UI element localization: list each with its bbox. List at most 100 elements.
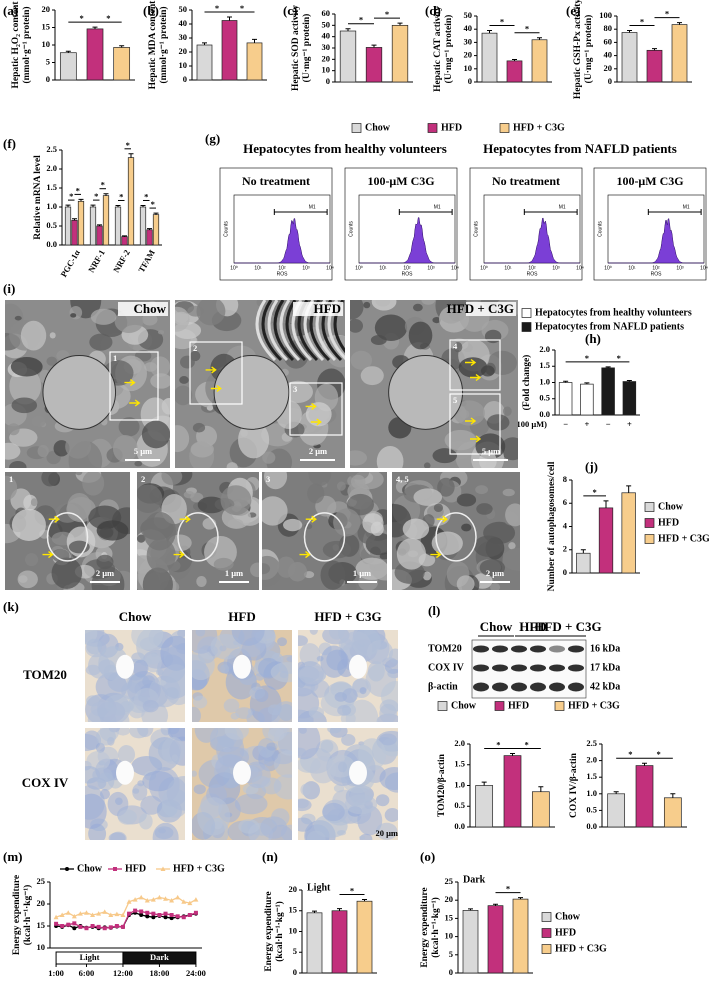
band (511, 682, 527, 692)
legend-swatch (494, 701, 505, 711)
bar (113, 47, 131, 81)
panel-label: (d) (425, 3, 441, 18)
y-tick-label: 0 (449, 967, 453, 977)
bar (481, 32, 498, 83)
legend-label: HFD + C3G (658, 533, 709, 544)
arrow (299, 551, 311, 559)
texture (274, 728, 292, 756)
phase-label: Light (80, 952, 100, 962)
marker (169, 913, 174, 917)
marker (84, 926, 89, 931)
flow-x-tick: 10¹ (504, 265, 512, 271)
texture (175, 306, 190, 332)
error-bar (78, 198, 84, 202)
y-tick-label: 40 (179, 18, 188, 28)
bar (71, 219, 78, 246)
texture (298, 664, 326, 685)
error-bar (312, 910, 317, 913)
texture (5, 475, 18, 501)
texture (422, 571, 432, 581)
category-label: NRF-1 (86, 248, 107, 274)
bar (121, 236, 128, 246)
vessel (349, 654, 367, 679)
texture (157, 330, 165, 335)
bar (246, 42, 263, 81)
texture (231, 630, 265, 646)
texture (261, 300, 283, 362)
flow-x-tick: 10⁴ (576, 265, 584, 271)
significance-label: * (657, 749, 661, 759)
texture (7, 423, 20, 436)
image (350, 300, 518, 468)
error-bar (115, 204, 121, 207)
texture (456, 575, 475, 590)
error-bar (468, 908, 473, 911)
arrow (173, 551, 185, 559)
texture (359, 835, 366, 840)
texture (502, 488, 515, 497)
texture (70, 313, 77, 318)
gate (523, 209, 578, 215)
legend-label: Chow (365, 122, 391, 133)
y-axis-label: (kcal·h⁻¹·kg⁻¹) (430, 897, 441, 958)
texture (144, 362, 158, 372)
legend-swatch (351, 123, 362, 133)
marker (54, 921, 59, 926)
flow-x-tick: 10¹ (254, 265, 262, 271)
flow-heading: Hepatocytes from healthy volunteers (243, 141, 447, 156)
texture (432, 316, 441, 324)
texture (320, 645, 348, 678)
texture (92, 767, 113, 783)
marker (151, 915, 156, 920)
significance-label: * (640, 16, 644, 26)
marker (193, 897, 199, 902)
band (492, 664, 508, 672)
texture (133, 659, 149, 678)
flow-histogram (234, 218, 330, 264)
texture (69, 305, 83, 320)
panel-label: (l) (428, 603, 440, 618)
texture (327, 728, 342, 734)
error-bar (122, 235, 127, 237)
arrow (470, 435, 482, 443)
texture (96, 554, 114, 570)
error-bar (362, 899, 367, 902)
flow-y-label: Counts (348, 221, 354, 237)
texture (160, 664, 185, 699)
texture (134, 461, 143, 467)
significance-label: * (69, 191, 73, 201)
arrow (470, 373, 482, 382)
band (492, 682, 508, 692)
y-tick-label: 40 (604, 50, 613, 60)
y-tick-label: 1.0 (46, 201, 57, 211)
marker (138, 894, 144, 900)
flow-x-tick: 10⁴ (451, 265, 459, 271)
size-label: 16 kDa (590, 643, 620, 654)
texture (262, 451, 276, 464)
marker (127, 911, 132, 916)
flow-histogram (484, 217, 580, 264)
y-tick-label: 60 (604, 36, 613, 46)
category-label: NRF-2 (111, 248, 132, 274)
arrow (310, 418, 322, 426)
image (298, 728, 398, 840)
texture (276, 556, 296, 578)
error-bar (510, 753, 515, 756)
bar (64, 206, 72, 246)
bar (356, 900, 373, 974)
legend-label: HFD (555, 927, 576, 938)
texture (490, 582, 501, 590)
texture (479, 559, 506, 577)
y-tick-label: 20 (42, 4, 51, 14)
texture (223, 698, 240, 713)
bar (86, 28, 104, 81)
y-tick-label: 20 (37, 898, 46, 908)
texture (150, 373, 170, 389)
y-tick-label: 0 (326, 76, 330, 86)
texture (341, 733, 356, 746)
flow-x-tick: 10³ (676, 265, 684, 271)
y-tick-label: 0.5 (454, 800, 465, 810)
texture (142, 699, 159, 713)
y-tick-label: 2.5 (586, 738, 597, 748)
texture (96, 728, 116, 746)
